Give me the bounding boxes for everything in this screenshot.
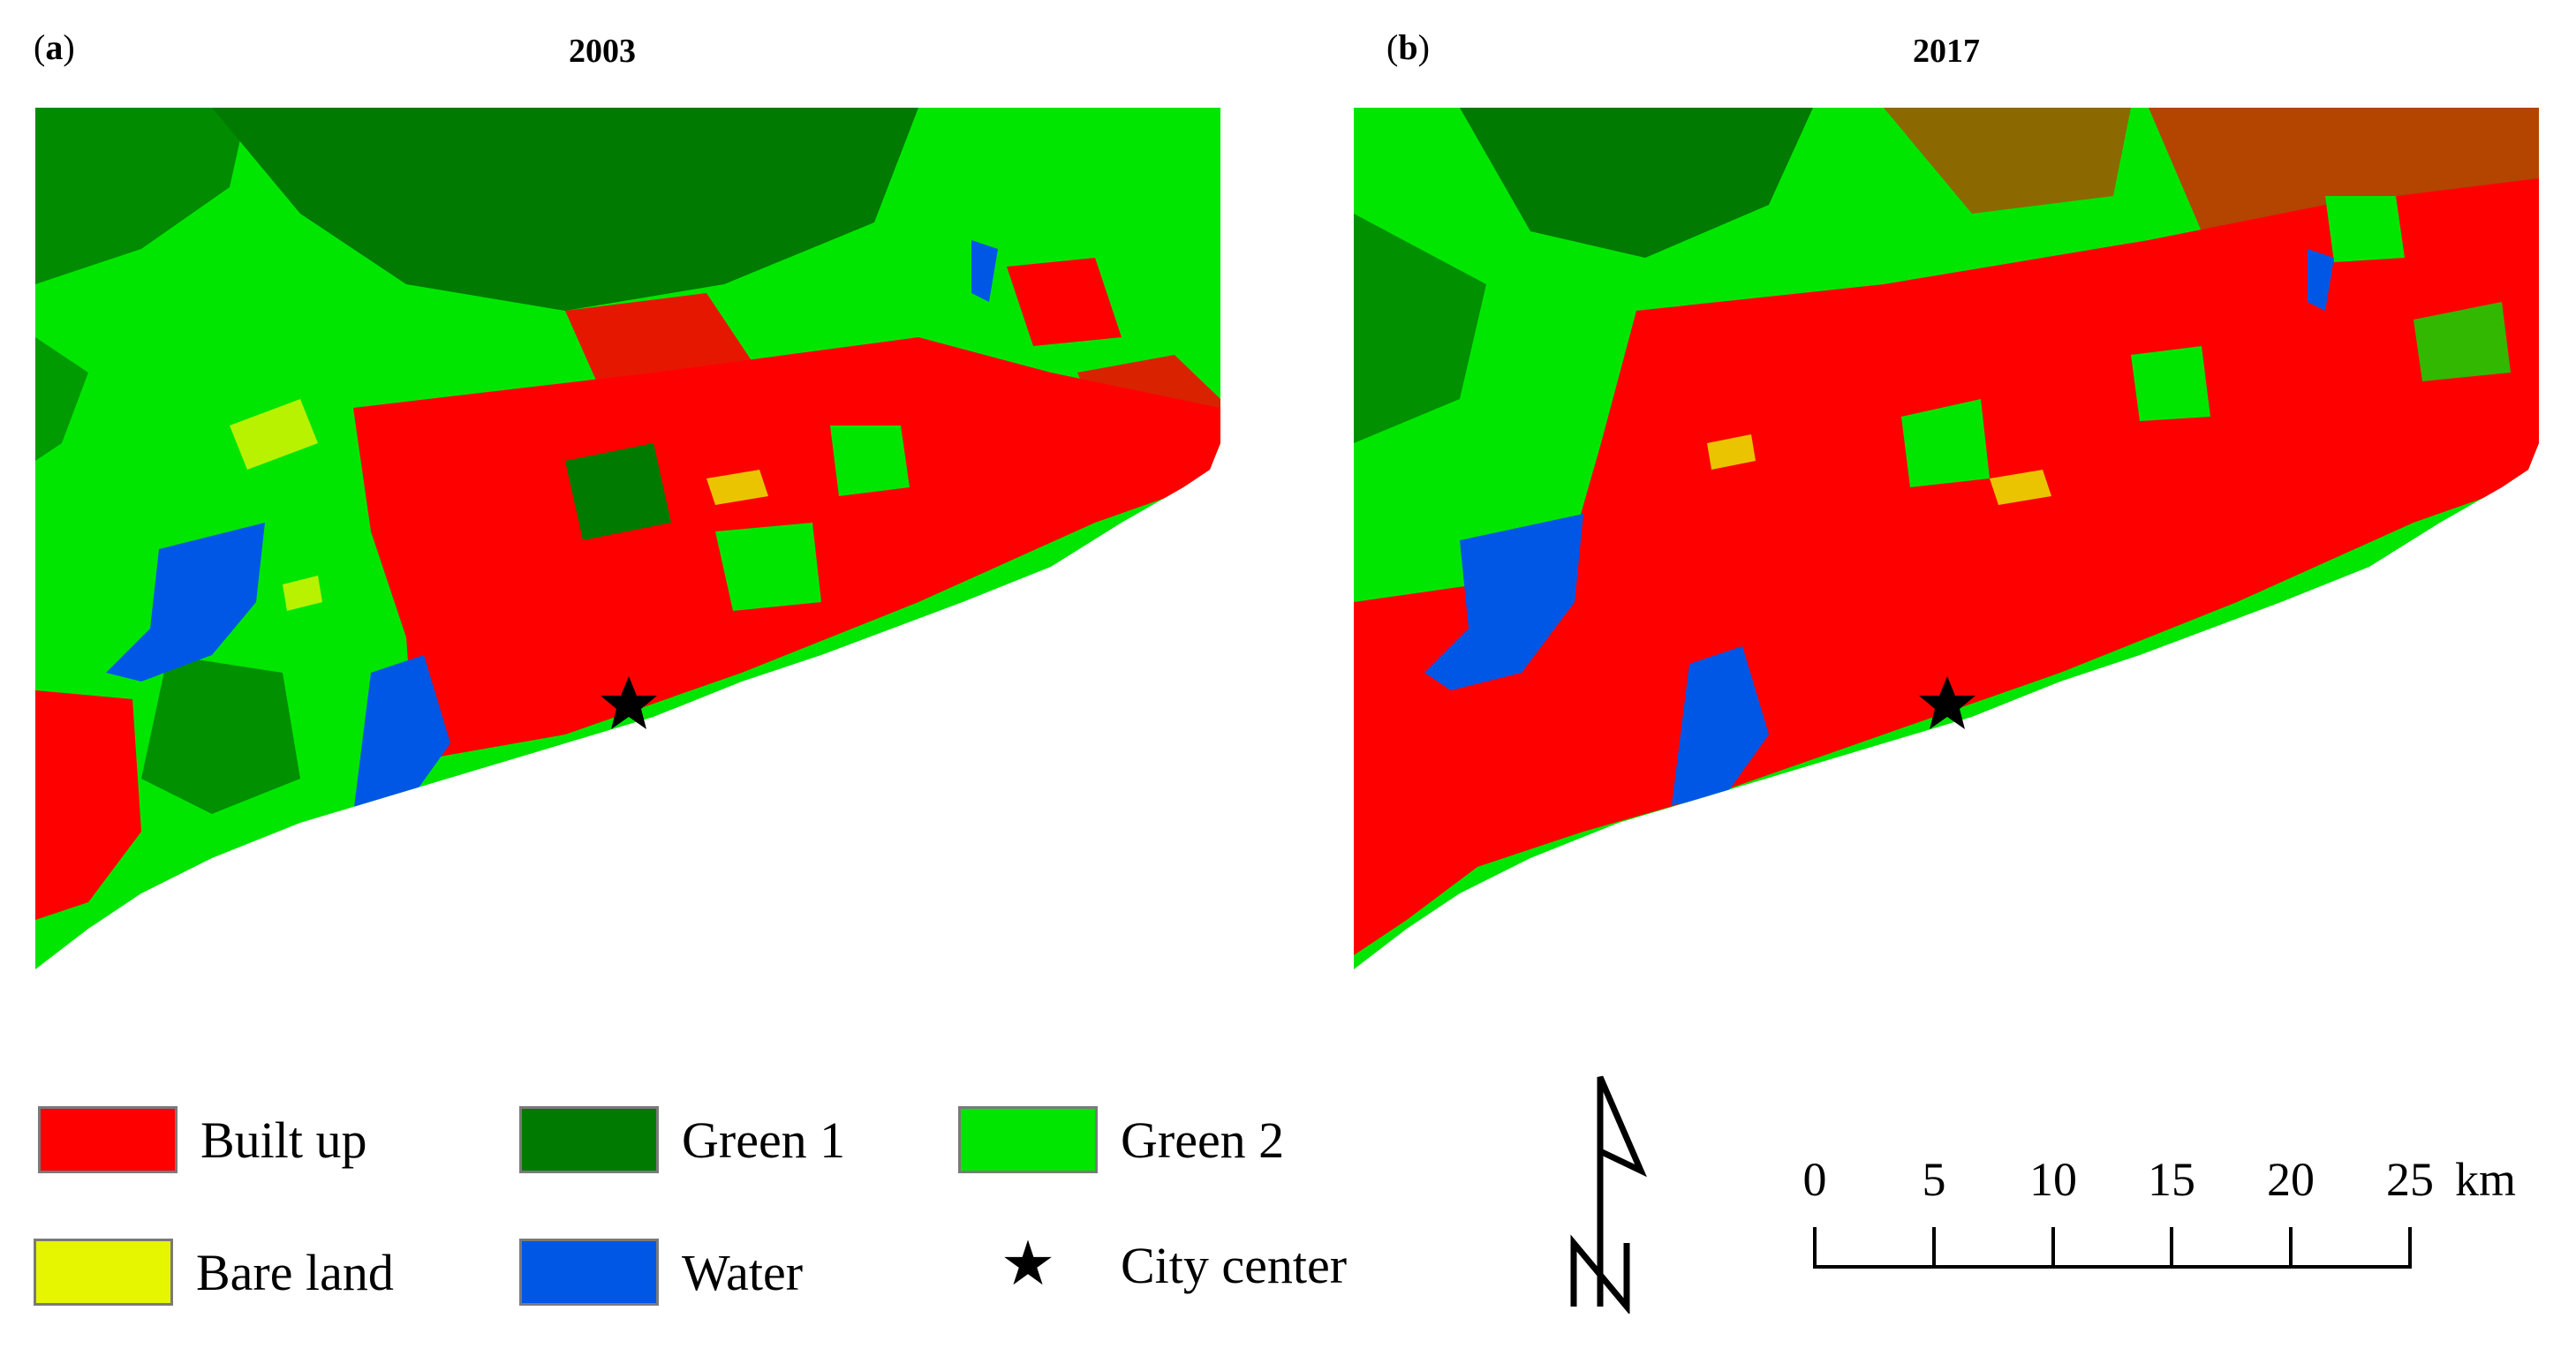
legend-swatch-built-up [38, 1106, 178, 1173]
legend-label-green-1: Green 1 [682, 1111, 846, 1169]
north-arrow-icon [1570, 1075, 1647, 1314]
panel-a-tag: (a) [34, 27, 75, 67]
scale-tick-0: 0 [1802, 1153, 1827, 1206]
land-cover-map-2003 [35, 108, 1220, 969]
scale-tick-15: 15 [2148, 1153, 2195, 1206]
scale-bar [1813, 1227, 2412, 1269]
legend-label-bare-land: Bare land [196, 1243, 394, 1301]
legend-water: Water [519, 1239, 803, 1306]
legend-green-2: Green 2 [958, 1106, 1284, 1173]
scale-tick-10: 10 [2029, 1153, 2077, 1206]
legend-built-up: Built up [38, 1106, 367, 1173]
panel-b-tag: (b) [1386, 27, 1430, 67]
city-center-star-2017 [1919, 676, 1975, 729]
legend-label-water: Water [682, 1243, 804, 1301]
legend-city-center: ★ City center [958, 1234, 1347, 1296]
scale-unit: km [2455, 1153, 2517, 1206]
legend-swatch-water [519, 1239, 659, 1306]
panel-a-year: 2003 [569, 33, 636, 70]
scale-tick-20: 20 [2267, 1153, 2315, 1206]
scale-tick-25: 25 [2386, 1153, 2434, 1206]
legend-swatch-bare-land [34, 1239, 173, 1306]
legend-bare-land: Bare land [34, 1239, 394, 1306]
legend-swatch-green-2 [958, 1106, 1098, 1173]
legend-label-built-up: Built up [200, 1111, 367, 1169]
land-cover-map-2017 [1354, 108, 2539, 969]
star-icon: ★ [1000, 1231, 1056, 1299]
legend-label-city-center: City center [1121, 1236, 1348, 1294]
scale-tick-5: 5 [1922, 1153, 1946, 1206]
legend-label-green-2: Green 2 [1121, 1111, 1285, 1169]
legend-green-1: Green 1 [519, 1106, 845, 1173]
panel-b-year: 2017 [1913, 33, 1980, 70]
legend-swatch-green-1 [519, 1106, 659, 1173]
city-center-star-2003 [601, 676, 657, 729]
